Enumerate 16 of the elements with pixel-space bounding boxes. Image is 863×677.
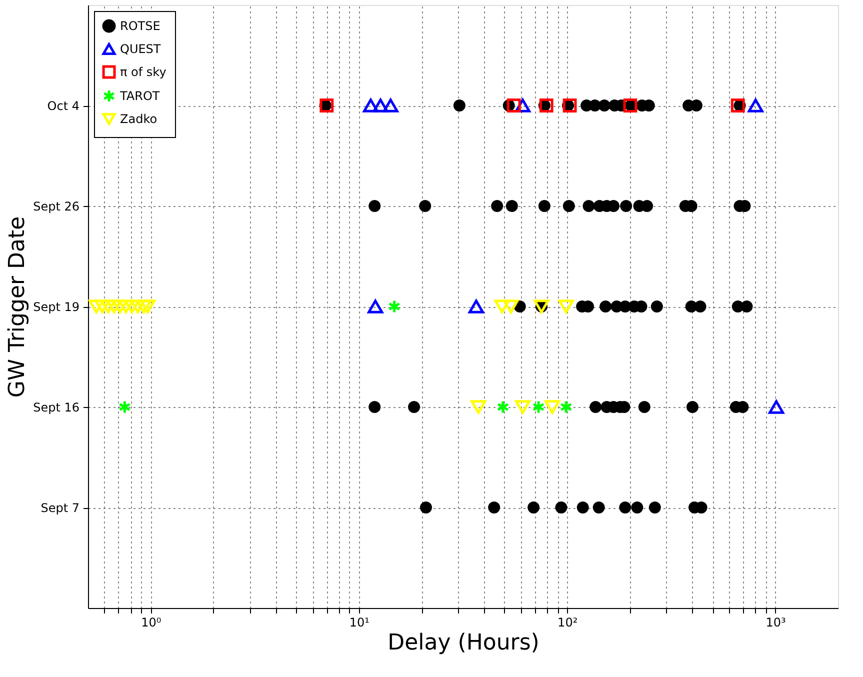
y-tick-label: Sept 26 xyxy=(33,200,80,214)
x-tick-label: 10¹ xyxy=(349,616,370,630)
x-axis-title: Delay (Hours) xyxy=(388,630,540,656)
legend-label: π of sky xyxy=(120,65,166,79)
y-tick-label: Sept 19 xyxy=(33,300,80,314)
y-tick-label: Oct 4 xyxy=(47,99,80,113)
y-tick-label: Sept 16 xyxy=(33,400,80,414)
y-axis-title: GW Trigger Date xyxy=(5,216,30,398)
y-tick-label: Sept 7 xyxy=(40,501,80,515)
legend-label: TAROT xyxy=(119,89,160,103)
legend-label: Zadko xyxy=(120,112,158,126)
legend-label: ROTSE xyxy=(120,19,160,33)
legend-label: QUEST xyxy=(120,42,162,56)
x-tick-label: 10⁰ xyxy=(141,616,162,630)
x-tick-label: 10³ xyxy=(766,616,786,630)
x-tick-label: 10² xyxy=(558,616,578,630)
